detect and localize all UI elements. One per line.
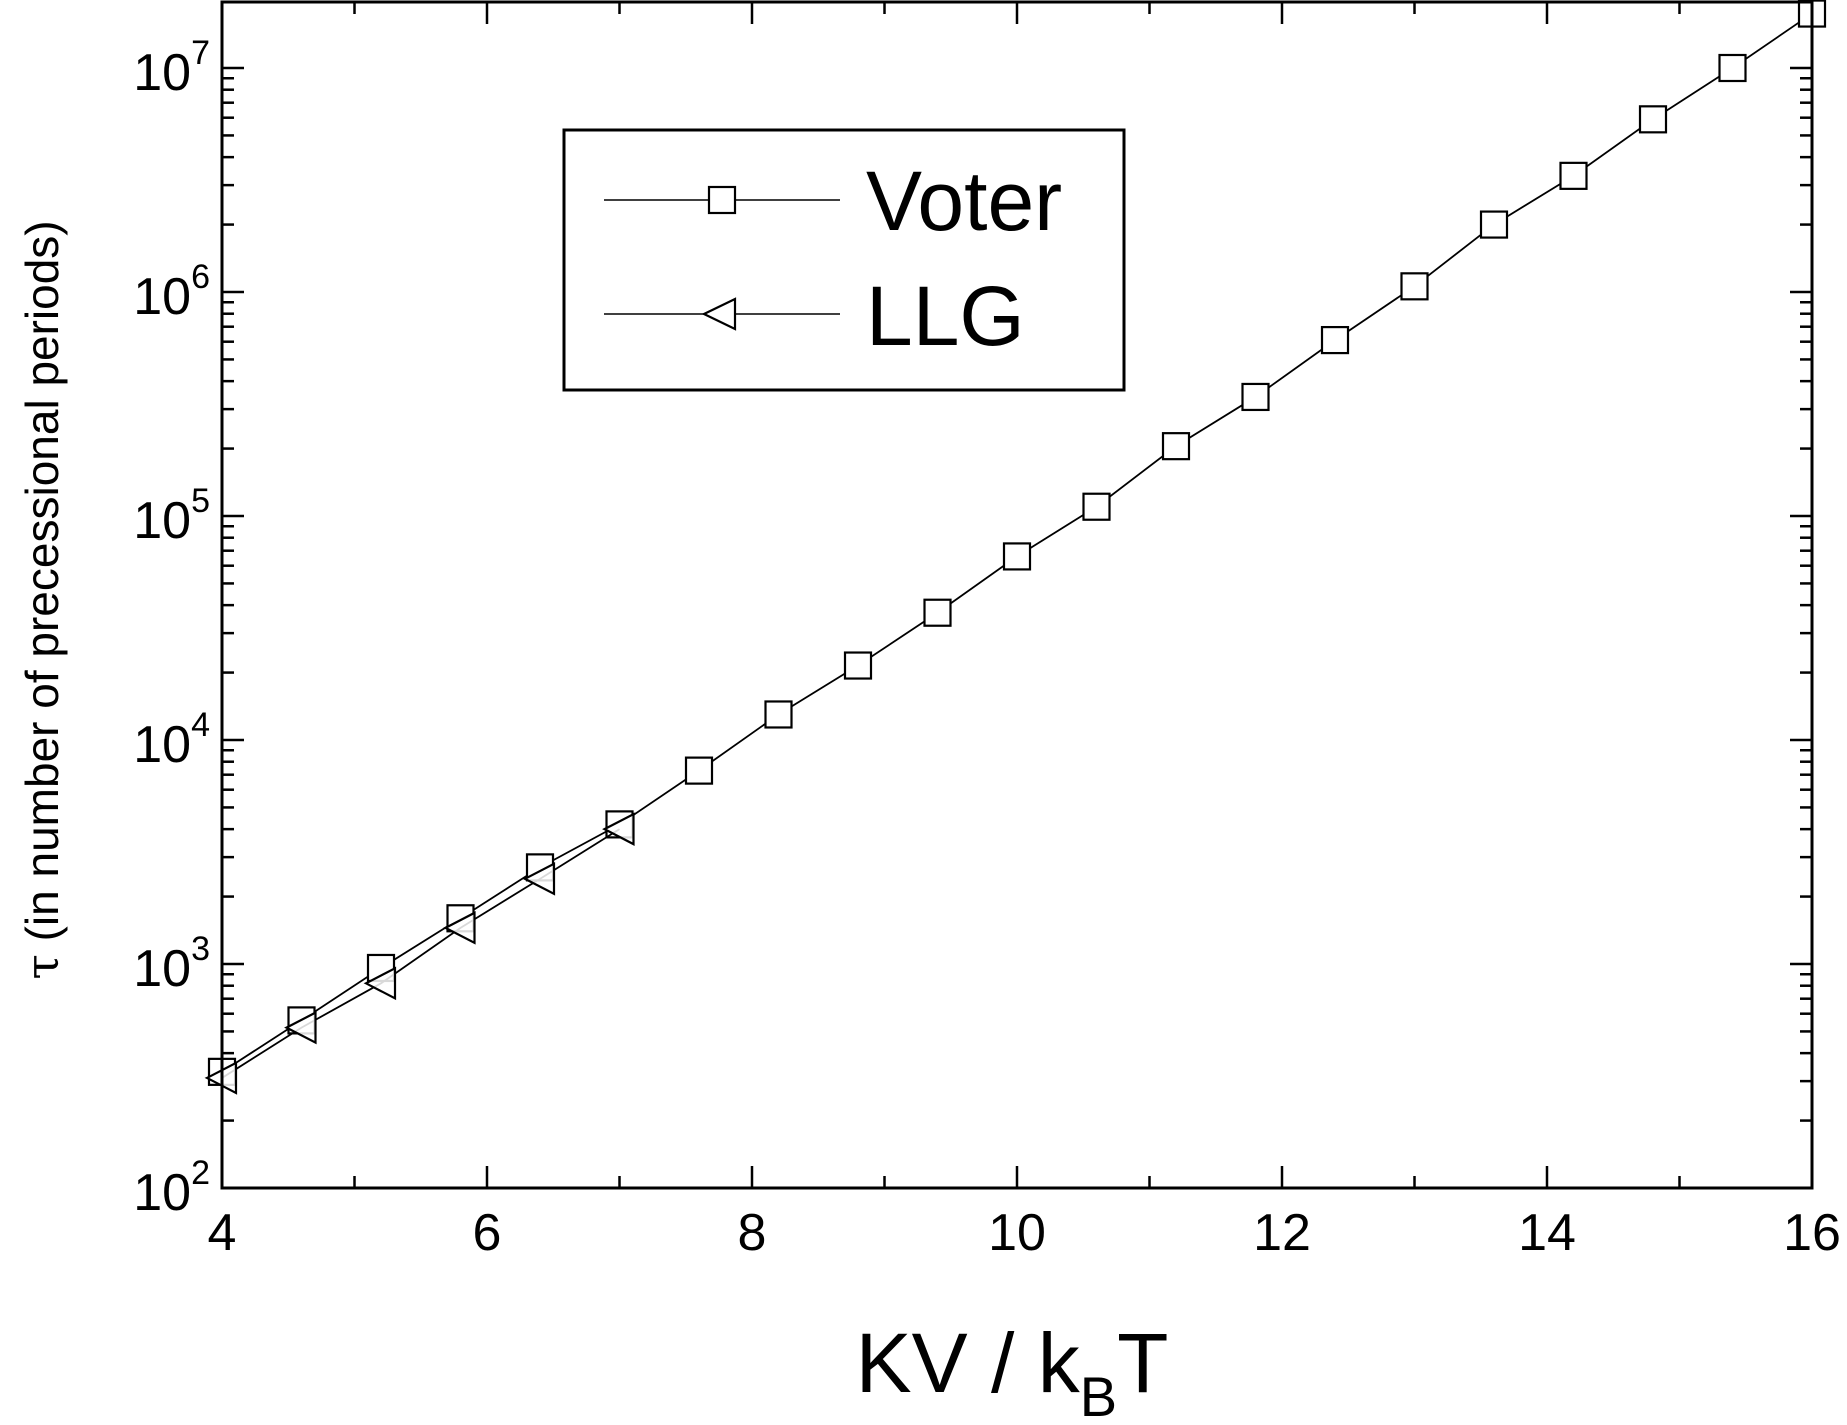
point-llg — [602, 812, 635, 846]
point-voter — [684, 756, 714, 785]
y-axis-label: τ (in number of precessional periods) — [15, 220, 69, 979]
x-axis-label-sub: B — [1080, 1365, 1117, 1425]
legend-entry-llg: LLG — [604, 269, 1025, 363]
point-llg — [284, 1010, 317, 1045]
point-voter — [843, 651, 873, 680]
legend-label-llg: LLG — [866, 269, 1025, 363]
y-tick-label: 102 — [133, 1154, 210, 1222]
x-tick-label: 8 — [738, 1204, 767, 1262]
point-voter — [1002, 542, 1032, 571]
x-axis-label: KV / kBT — [856, 1316, 1169, 1425]
x-tick-label: 4 — [208, 1204, 237, 1262]
x-tick-label: 10 — [988, 1204, 1046, 1262]
plot-frame — [220, 0, 1814, 1190]
x-tick-labels: 4 6 8 10 12 14 16 — [208, 1204, 1841, 1262]
series-line-llg — [221, 828, 620, 1079]
x-axis-label-main: KV / k — [856, 1316, 1081, 1410]
point-voter — [764, 700, 793, 729]
y-tick-label: 106 — [133, 258, 210, 326]
y-tick-label: 105 — [133, 482, 210, 550]
legend-triangle-left-marker — [701, 297, 737, 331]
point-voter — [1320, 325, 1350, 355]
point-voter — [1082, 492, 1111, 521]
x-axis-label-tail: T — [1117, 1316, 1168, 1410]
legend: Voter LLG — [562, 128, 1126, 392]
y-axis-label-symbol: τ — [15, 954, 69, 979]
point-llg — [363, 966, 397, 1001]
y-tick-label: 104 — [133, 706, 210, 774]
point-voter — [1400, 272, 1429, 301]
point-voter — [1638, 105, 1668, 134]
y-tick-labels: 102 103 104 105 106 107 — [133, 34, 210, 1222]
legend-label-voter: Voter — [866, 154, 1062, 248]
x-tick-label: 12 — [1253, 1204, 1311, 1262]
point-voter — [1718, 53, 1747, 83]
point-voter — [1479, 210, 1509, 239]
legend-entry-voter: Voter — [604, 154, 1062, 248]
point-voter — [1241, 382, 1270, 412]
point-voter — [1161, 432, 1191, 461]
y-tick-label: 103 — [133, 930, 210, 998]
point-voter — [923, 598, 952, 627]
x-tick-label: 6 — [473, 1204, 502, 1262]
point-voter — [1559, 161, 1588, 190]
point-llg — [443, 911, 476, 945]
y-tick-label: 107 — [133, 34, 210, 102]
y-axis-label-text: (in number of precessional periods) — [16, 220, 68, 941]
x-tick-label: 16 — [1783, 1204, 1841, 1262]
legend-square-marker — [707, 185, 737, 215]
legend-box — [562, 128, 1126, 392]
point-llg — [522, 862, 556, 896]
axis-ticks — [220, 2, 1814, 1190]
x-tick-label: 14 — [1518, 1204, 1576, 1262]
